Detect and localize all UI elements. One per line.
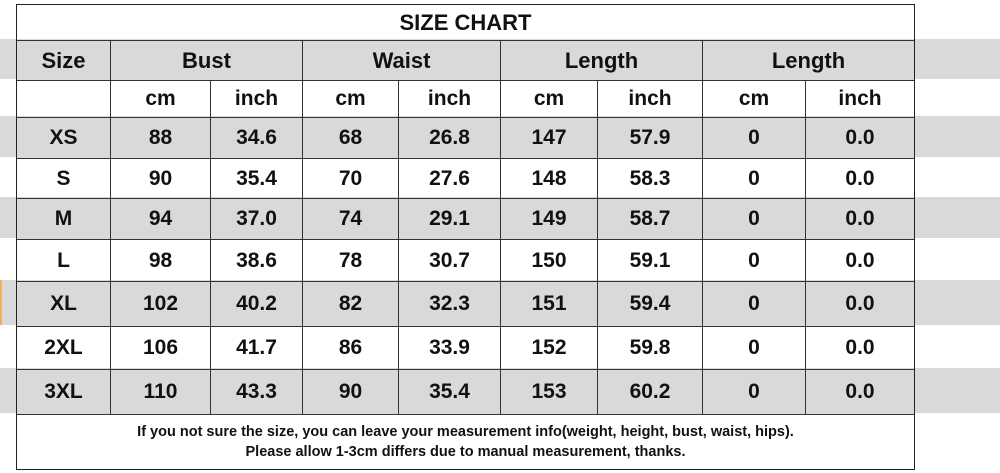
table-cell: 58.3 <box>598 159 703 199</box>
table-row: M 94 37.0 74 29.1 149 58.7 0 0.0 <box>17 199 914 240</box>
table-cell: 0.0 <box>806 159 914 199</box>
size-chart-table: SIZE CHART Size Bust Waist Length Length cm i… <box>16 4 915 470</box>
table-cell: 152 <box>501 327 598 370</box>
table-cell: 43.3 <box>211 370 303 415</box>
table-row: 3XL 110 43.3 90 35.4 153 60.2 0 0.0 <box>17 370 914 415</box>
table-cell: 37.0 <box>211 199 303 240</box>
table-cell: 70 <box>303 159 399 199</box>
table-cell: 102 <box>111 282 211 327</box>
table-cell: 90 <box>111 159 211 199</box>
table-cell: 34.6 <box>211 118 303 159</box>
table-title: SIZE CHART <box>17 5 914 41</box>
table-cell: 41.7 <box>211 327 303 370</box>
unit-header: cm <box>303 81 399 118</box>
table-cell: 0 <box>703 240 806 282</box>
table-cell: 106 <box>111 327 211 370</box>
table-cell: 58.7 <box>598 199 703 240</box>
table-cell: 59.1 <box>598 240 703 282</box>
table-row: XS 88 34.6 68 26.8 147 57.9 0 0.0 <box>17 118 914 159</box>
table-cell: 147 <box>501 118 598 159</box>
unit-header: inch <box>211 81 303 118</box>
table-cell: 35.4 <box>211 159 303 199</box>
table-cell: 35.4 <box>399 370 501 415</box>
table-cell: 0.0 <box>806 327 914 370</box>
size-label: S <box>17 159 111 199</box>
table-cell: 30.7 <box>399 240 501 282</box>
column-header: Length <box>703 41 914 81</box>
table-cell: 40.2 <box>211 282 303 327</box>
table-cell: 0.0 <box>806 240 914 282</box>
table-cell: 59.8 <box>598 327 703 370</box>
table-cell: 0 <box>703 327 806 370</box>
table-cell: 0 <box>703 199 806 240</box>
table-cell: 148 <box>501 159 598 199</box>
table-cell: 150 <box>501 240 598 282</box>
table-cell: 74 <box>303 199 399 240</box>
table-cell: 110 <box>111 370 211 415</box>
footer-note: If you not sure the size, you can leave … <box>17 415 914 469</box>
table-cell: 153 <box>501 370 598 415</box>
header-row: Size Bust Waist Length Length <box>17 41 914 81</box>
table-cell: 78 <box>303 240 399 282</box>
footer-line: Please allow 1-3cm differs due to manual… <box>245 444 686 460</box>
table-cell: 33.9 <box>399 327 501 370</box>
table-cell: 0 <box>703 159 806 199</box>
unit-header: inch <box>598 81 703 118</box>
column-header: Bust <box>111 41 303 81</box>
table-cell: 82 <box>303 282 399 327</box>
table-cell: 149 <box>501 199 598 240</box>
unit-header <box>17 81 111 118</box>
table-cell: 32.3 <box>399 282 501 327</box>
table-cell: 26.8 <box>399 118 501 159</box>
unit-header: cm <box>703 81 806 118</box>
table-cell: 88 <box>111 118 211 159</box>
size-label: 2XL <box>17 327 111 370</box>
unit-header: cm <box>501 81 598 118</box>
edge-marker <box>0 280 2 325</box>
size-label: L <box>17 240 111 282</box>
table-row: 2XL 106 41.7 86 33.9 152 59.8 0 0.0 <box>17 327 914 370</box>
table-cell: 38.6 <box>211 240 303 282</box>
table-cell: 59.4 <box>598 282 703 327</box>
table-cell: 0 <box>703 118 806 159</box>
footer-line: If you not sure the size, you can leave … <box>137 424 794 440</box>
unit-header: inch <box>806 81 914 118</box>
table-cell: 29.1 <box>399 199 501 240</box>
subheader-row: cm inch cm inch cm inch cm inch <box>17 81 914 118</box>
table-cell: 86 <box>303 327 399 370</box>
column-header: Size <box>17 41 111 81</box>
table-row: S 90 35.4 70 27.6 148 58.3 0 0.0 <box>17 159 914 199</box>
table-cell: 90 <box>303 370 399 415</box>
table-cell: 94 <box>111 199 211 240</box>
size-label: XS <box>17 118 111 159</box>
table-cell: 68 <box>303 118 399 159</box>
column-header: Waist <box>303 41 501 81</box>
unit-header: inch <box>399 81 501 118</box>
table-cell: 0.0 <box>806 370 914 415</box>
table-cell: 60.2 <box>598 370 703 415</box>
table-cell: 0.0 <box>806 118 914 159</box>
table-row: L 98 38.6 78 30.7 150 59.1 0 0.0 <box>17 240 914 282</box>
table-cell: 0.0 <box>806 282 914 327</box>
table-cell: 151 <box>501 282 598 327</box>
table-cell: 0 <box>703 282 806 327</box>
column-header: Length <box>501 41 703 81</box>
table-cell: 0.0 <box>806 199 914 240</box>
unit-header: cm <box>111 81 211 118</box>
table-cell: 0 <box>703 370 806 415</box>
size-label: 3XL <box>17 370 111 415</box>
table-row: XL 102 40.2 82 32.3 151 59.4 0 0.0 <box>17 282 914 327</box>
size-label: M <box>17 199 111 240</box>
table-cell: 27.6 <box>399 159 501 199</box>
table-cell: 98 <box>111 240 211 282</box>
table-cell: 57.9 <box>598 118 703 159</box>
size-label: XL <box>17 282 111 327</box>
